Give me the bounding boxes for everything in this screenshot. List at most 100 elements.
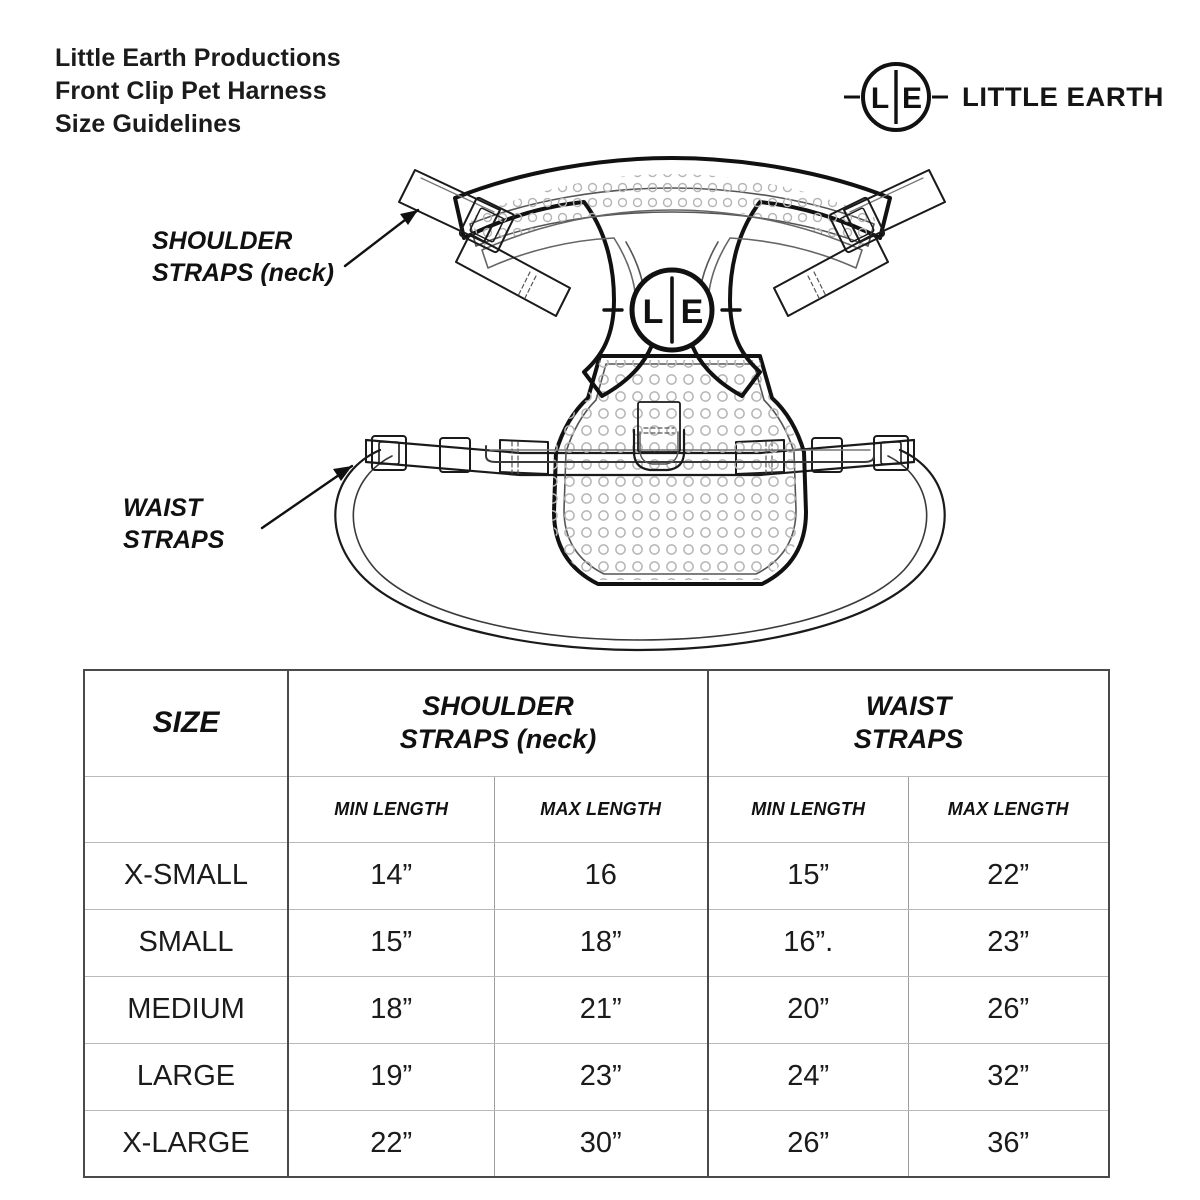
shoulder-callout-arrow: [343, 208, 420, 268]
waist-slider-right: [811, 437, 843, 473]
value-size: LARGE: [136, 1060, 236, 1092]
value-shoulder-max: 18”: [579, 926, 622, 958]
header-cell-shoulder: SHOULDER STRAPS (neck): [287, 669, 710, 777]
harness-diagram: L E: [0, 150, 1200, 660]
waist-buckle-left: [371, 435, 407, 471]
callout-shoulder-line-1: SHOULDER: [152, 227, 293, 255]
cell-waist-min: 24”: [707, 1042, 909, 1111]
table-row: MEDIUM 18” 21” 20” 26”: [83, 975, 1111, 1044]
value-shoulder-min: 18”: [370, 993, 413, 1025]
callout-waist-line-2: STRAPS: [123, 526, 225, 554]
cell-size: LARGE: [83, 1042, 289, 1111]
harness-badge-letter-e: E: [681, 293, 704, 331]
table-header-row-main: SIZE SHOULDER STRAPS (neck) WAIST STRAPS: [83, 669, 1111, 777]
value-waist-max: 36”: [987, 1126, 1030, 1159]
cell-waist-max: 32”: [907, 1042, 1111, 1111]
little-earth-circle-icon: L E: [844, 62, 949, 132]
header-shoulder-line-1: SHOULDER: [422, 690, 574, 721]
header-cell-waist: WAIST STRAPS: [707, 669, 1111, 777]
size-guide-table: SIZE SHOULDER STRAPS (neck) WAIST STRAPS: [83, 669, 1111, 1178]
header-cell-waist-max: MAX LENGTH: [907, 775, 1111, 843]
value-size: X-SMALL: [123, 859, 249, 891]
shoulder-strap-right: [773, 169, 946, 317]
front-clip-d-ring: [632, 401, 686, 472]
page-title: Little Earth Productions Front Clip Pet …: [55, 42, 341, 141]
logo-letter-l: L: [871, 82, 889, 115]
cell-size: SMALL: [83, 908, 289, 977]
callout-waist-straps: WAIST STRAPS: [123, 492, 224, 556]
cell-shoulder-max: 23”: [493, 1042, 710, 1111]
value-shoulder-max: 16: [584, 859, 617, 891]
cell-size: X-SMALL: [83, 841, 289, 910]
body-panel-mesh: [552, 360, 802, 580]
cell-size: X-LARGE: [83, 1109, 289, 1178]
header-shoulder-line-2: STRAPS (neck): [399, 724, 597, 755]
value-waist-min: 24”: [787, 1060, 830, 1092]
callout-shoulder-straps: SHOULDER STRAPS (neck): [152, 225, 334, 289]
value-shoulder-min: 14”: [370, 859, 413, 891]
value-shoulder-max: 21”: [579, 993, 622, 1025]
cell-waist-max: 26”: [907, 975, 1111, 1044]
value-waist-min: 15”: [787, 859, 830, 891]
cell-waist-max: 22”: [907, 841, 1111, 910]
value-waist-min: 16”.: [783, 926, 834, 958]
value-waist-min: 20”: [787, 993, 830, 1025]
header-waist-max-label: MAX LENGTH: [947, 798, 1069, 819]
cell-waist-min: 15”: [707, 841, 909, 910]
header-shoulder-max-label: MAX LENGTH: [540, 798, 662, 819]
table-row: LARGE 19” 23” 24” 32”: [83, 1042, 1111, 1111]
value-waist-max: 22”: [987, 859, 1030, 891]
value-waist-max: 32”: [987, 1060, 1030, 1092]
waist-strap-loop: [334, 448, 946, 652]
value-size: MEDIUM: [127, 993, 245, 1025]
harness-badge-letter-l: L: [643, 293, 664, 331]
waist-clasp-left: [499, 439, 549, 475]
value-shoulder-max: 23”: [579, 1060, 622, 1092]
cell-waist-max: 23”: [907, 908, 1111, 977]
cell-shoulder-max: 18”: [493, 908, 710, 977]
cell-size: MEDIUM: [83, 975, 289, 1044]
header-cell-shoulder-min: MIN LENGTH: [287, 775, 495, 843]
value-shoulder-min: 19”: [370, 1060, 413, 1092]
waist-callout-arrow: [260, 464, 354, 530]
header-size-label: SIZE: [152, 706, 220, 740]
cell-shoulder-min: 15”: [287, 908, 495, 977]
table-row: X-SMALL 14” 16 15” 22”: [83, 841, 1111, 910]
header-waist-line-1: WAIST: [865, 690, 952, 721]
value-shoulder-min: 15”: [370, 926, 413, 958]
cell-waist-min: 26”: [707, 1109, 909, 1178]
brand-name: LITTLE EARTH: [962, 81, 1164, 112]
header-waist-line-2: STRAPS: [853, 724, 964, 755]
cell-shoulder-min: 19”: [287, 1042, 495, 1111]
table-row: X-LARGE 22” 30” 26” 36”: [83, 1109, 1111, 1178]
header-cell-size-spacer: [83, 775, 289, 843]
shoulder-strap-left: [398, 169, 571, 317]
callout-shoulder-line-2: STRAPS (neck): [152, 259, 334, 287]
value-size: X-LARGE: [122, 1126, 250, 1159]
value-waist-max: 26”: [987, 993, 1030, 1025]
header-shoulder-min-label: MIN LENGTH: [334, 798, 449, 819]
harness-body-panel: [552, 354, 808, 586]
cell-waist-min: 16”.: [707, 908, 909, 977]
header-cell-shoulder-max: MAX LENGTH: [493, 775, 710, 843]
cell-shoulder-min: 14”: [287, 841, 495, 910]
value-waist-min: 26”: [787, 1126, 830, 1159]
header-cell-waist-min: MIN LENGTH: [707, 775, 909, 843]
callout-waist-line-1: WAIST: [123, 494, 203, 522]
page-title-line-3: Size Guidelines: [55, 110, 242, 138]
harness-illustration: L E: [260, 156, 946, 652]
cell-waist-min: 20”: [707, 975, 909, 1044]
header-waist-min-label: MIN LENGTH: [751, 798, 866, 819]
waist-slider-left: [439, 437, 471, 473]
table-row: SMALL 15” 18” 16”. 23”: [83, 908, 1111, 977]
value-shoulder-max: 30”: [579, 1126, 622, 1159]
cell-shoulder-min: 22”: [287, 1109, 495, 1178]
logo-letter-e: E: [902, 82, 922, 115]
value-waist-max: 23”: [987, 926, 1030, 958]
brand-logo: L E LITTLE EARTH: [842, 60, 1164, 134]
cell-shoulder-max: 30”: [493, 1109, 710, 1178]
cell-shoulder-max: 16: [493, 841, 710, 910]
harness-le-badge: L E: [602, 267, 742, 353]
cell-waist-max: 36”: [907, 1109, 1111, 1178]
